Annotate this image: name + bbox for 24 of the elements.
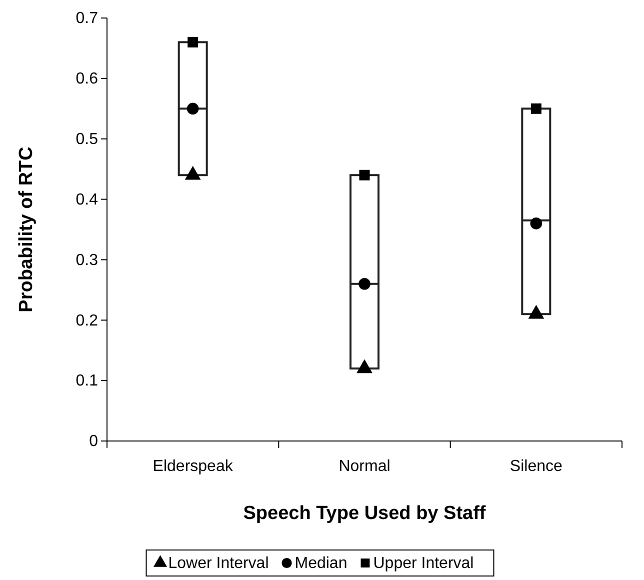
x-axis-title: Speech Type Used by Staff: [243, 503, 486, 524]
point: [528, 304, 544, 319]
legend-label: Median: [294, 555, 348, 572]
x-tick-label: Silence: [510, 458, 563, 475]
point: [530, 103, 542, 114]
y-tick-label: 0.7: [76, 10, 98, 28]
point: [359, 170, 370, 180]
point: [188, 36, 198, 48]
x-tick-label: Elderspeak: [152, 458, 234, 475]
point: [186, 102, 199, 115]
legend-label: Lower Interval: [168, 555, 269, 572]
x-tick-label: Normal: [338, 458, 390, 475]
point: [358, 278, 370, 290]
y-tick-label: 0: [89, 433, 98, 450]
y-tick-label: 0.1: [76, 372, 98, 390]
point: [356, 359, 372, 374]
y-tick-label: 0.3: [76, 252, 98, 269]
point: [530, 218, 542, 230]
y-axis-title: Probability of RTC: [16, 146, 37, 312]
y-tick-label: 0.6: [76, 70, 98, 88]
y-tick-label: 0.4: [76, 191, 98, 208]
legend-label: Upper Interval: [373, 555, 474, 572]
y-tick-label: 0.5: [76, 130, 98, 148]
y-tick-label: 0.2: [76, 312, 98, 330]
